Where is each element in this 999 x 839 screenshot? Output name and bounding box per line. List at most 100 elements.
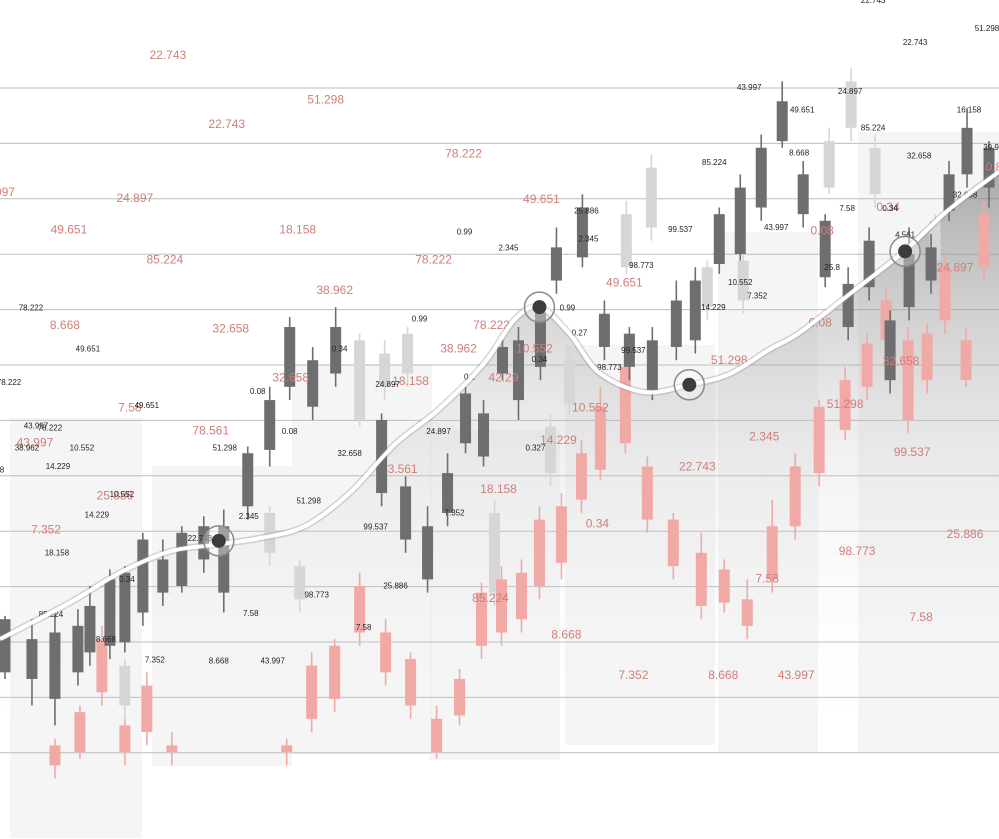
black-value-label: 51.298	[296, 497, 321, 506]
pink-value-label: 25.886	[947, 527, 984, 541]
black-value-label: 24.897	[838, 87, 863, 96]
pink-value-label: 7.58	[756, 572, 780, 586]
black-value-label: 0.99	[560, 303, 576, 312]
pink-candle-body	[354, 586, 366, 633]
black-value-label: 0.34	[882, 204, 898, 213]
dark-candle-body	[307, 360, 319, 407]
pink-value-label: 49.651	[51, 222, 88, 236]
dark-candle-body	[330, 327, 342, 374]
pink-candle-body	[329, 645, 341, 699]
dark-candle-body	[842, 283, 854, 328]
black-value-label: 0.08	[250, 387, 266, 396]
black-value-label: 10.552	[728, 278, 753, 287]
black-value-label: 8	[0, 465, 5, 474]
light-candle-body	[402, 333, 414, 374]
light-candle-body	[264, 512, 276, 553]
pink-candle-body	[960, 340, 972, 381]
pink-value-label: 8.668	[50, 318, 80, 332]
dark-candle-body	[176, 532, 188, 586]
pink-value-label: 22.743	[679, 459, 716, 473]
dark-candle-body	[478, 413, 490, 457]
dark-candle-body	[242, 453, 254, 507]
pink-value-label: 38.962	[440, 341, 477, 355]
dark-candle-body	[534, 307, 546, 367]
black-value-label: 7.352	[747, 291, 768, 300]
dark-candle-body	[496, 346, 508, 374]
black-value-label: 2.345	[498, 244, 519, 253]
dark-candle-body	[925, 247, 937, 281]
dark-candle-body	[460, 393, 472, 444]
pink-value-label: 78.222	[415, 252, 452, 266]
pink-value-label: 99.537	[894, 445, 931, 459]
pink-candle-body	[813, 406, 825, 474]
black-value-label: 24.897	[375, 380, 400, 389]
dark-candle-body	[137, 539, 149, 613]
black-value-label: 0.99	[457, 228, 473, 237]
dark-candle-body	[0, 619, 11, 673]
pink-value-label: 25.886	[97, 489, 134, 503]
black-value-label: 85.224	[702, 158, 727, 167]
pink-value-label: 42.29	[488, 370, 518, 384]
light-candle-body	[119, 665, 131, 706]
pink-candle-body	[515, 572, 527, 620]
black-value-label: 22.743	[188, 534, 213, 543]
pink-value-label: 24.897	[117, 191, 154, 205]
light-candle-body	[823, 141, 835, 188]
black-value-label: 39.9	[983, 143, 999, 152]
black-value-label: 32.658	[907, 151, 932, 160]
black-value-label: 8.668	[209, 657, 230, 666]
pink-candle-body	[978, 214, 990, 268]
trend-markers	[203, 235, 921, 557]
black-value-label: 7.352	[445, 509, 466, 518]
dark-candle-body	[264, 400, 276, 450]
pink-value-label: 8.668	[708, 668, 738, 682]
light-candle-body	[379, 353, 391, 387]
dark-candle-body	[689, 280, 701, 341]
dark-candle-body	[983, 147, 995, 188]
dark-candle-body	[576, 207, 588, 258]
black-value-label: 98.773	[629, 261, 654, 270]
light-candle-body	[645, 167, 657, 228]
pink-value-label: 78.561	[192, 424, 229, 438]
dark-candle-body	[623, 333, 635, 367]
pink-value-label: 43.997	[17, 436, 54, 450]
pink-value-label: 10.552	[572, 400, 609, 414]
pink-candle-body	[306, 665, 318, 719]
black-value-label: 8.668	[789, 149, 810, 158]
marker-dot	[532, 300, 547, 315]
black-value-label: 99.537	[363, 523, 388, 532]
pink-value-label: 18.158	[480, 482, 517, 496]
pink-value-label: 7.352	[31, 523, 61, 537]
pink-candle-body	[718, 569, 730, 603]
black-value-label: 43.997	[737, 83, 762, 92]
pink-value-label: 22.743	[149, 48, 186, 62]
dark-candle-body	[119, 572, 131, 643]
pink-candle-body	[902, 340, 914, 420]
dark-candle-body	[284, 327, 296, 387]
pink-value-label: 3.561	[388, 462, 418, 476]
dark-candle-body	[550, 247, 562, 281]
black-value-label: 2.345	[578, 234, 599, 243]
pink-value-label: 32.658	[212, 321, 249, 335]
black-value-label: 51.298	[213, 444, 238, 453]
pink-value-label: 8.668	[551, 627, 581, 641]
black-value-label: 14.229	[46, 462, 71, 471]
light-candle-body	[845, 81, 857, 128]
pink-value-label: 0.34	[586, 517, 610, 531]
black-value-label: 8.668	[96, 635, 117, 644]
pink-value-label: 32.658	[272, 370, 309, 384]
dark-candle-body	[670, 300, 682, 347]
pink-value-label: 0.08	[810, 224, 834, 238]
marker-dot	[211, 533, 226, 548]
pink-value-label: 18.158	[279, 222, 316, 236]
pink-candles	[49, 200, 990, 779]
pink-candle-body	[861, 343, 873, 387]
black-value-label: 0.27	[572, 329, 588, 338]
pink-value-label: 14.229	[540, 433, 577, 447]
light-candle-body	[563, 360, 575, 404]
black-value-label: 99.537	[621, 346, 646, 355]
dark-candle-body	[776, 101, 788, 142]
black-value-label: 43.997	[260, 657, 285, 666]
pink-value-label: 10.552	[516, 341, 553, 355]
black-value-label: 0.08	[282, 427, 298, 436]
